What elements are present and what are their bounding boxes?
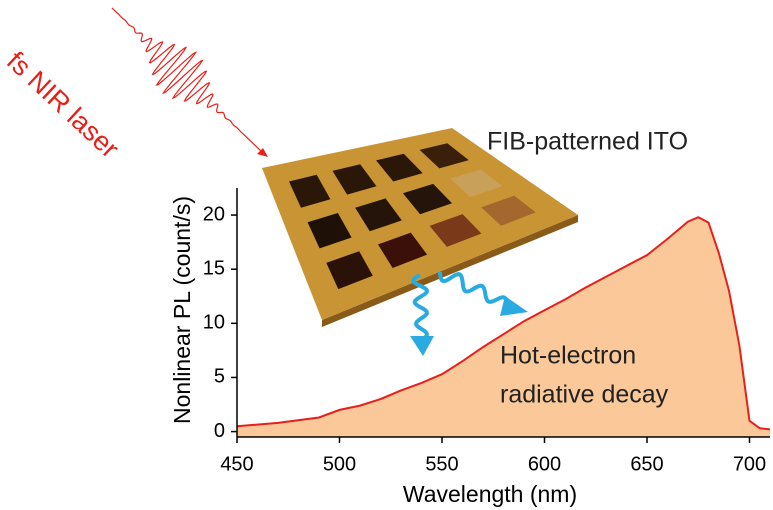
chart: 0 5 10 15 20 450 500 550 600 650 700 Wavelength (n… — [0, 0, 773, 510]
x-axis-label: Wavelength (nm) — [403, 481, 577, 507]
decay-label: radiative decay — [500, 381, 669, 409]
y-axis-label: Nonlinear PL (count/s) — [169, 196, 195, 424]
laser-label: fs NIR laser — [1, 46, 125, 164]
y-tick-label: 0 — [214, 420, 225, 442]
y-tick-label: 20 — [203, 203, 225, 225]
laser-pulse — [112, 8, 262, 152]
y-tick-label: 5 — [214, 366, 225, 388]
y-tick-label: 15 — [203, 257, 225, 279]
x-tick-label: 600 — [528, 453, 561, 475]
x-tick-label: 550 — [425, 453, 458, 475]
decay-label: Hot-electron — [500, 342, 636, 370]
x-tick-label: 450 — [220, 453, 253, 475]
sample-label: FIB-patterned ITO — [487, 128, 688, 156]
x-tick-label: 500 — [323, 453, 356, 475]
x-tick-label: 700 — [733, 453, 766, 475]
y-tick-label: 10 — [203, 312, 225, 334]
x-tick-label: 650 — [630, 453, 663, 475]
emission-arrowhead — [410, 336, 434, 356]
emission-arrow — [440, 272, 508, 305]
